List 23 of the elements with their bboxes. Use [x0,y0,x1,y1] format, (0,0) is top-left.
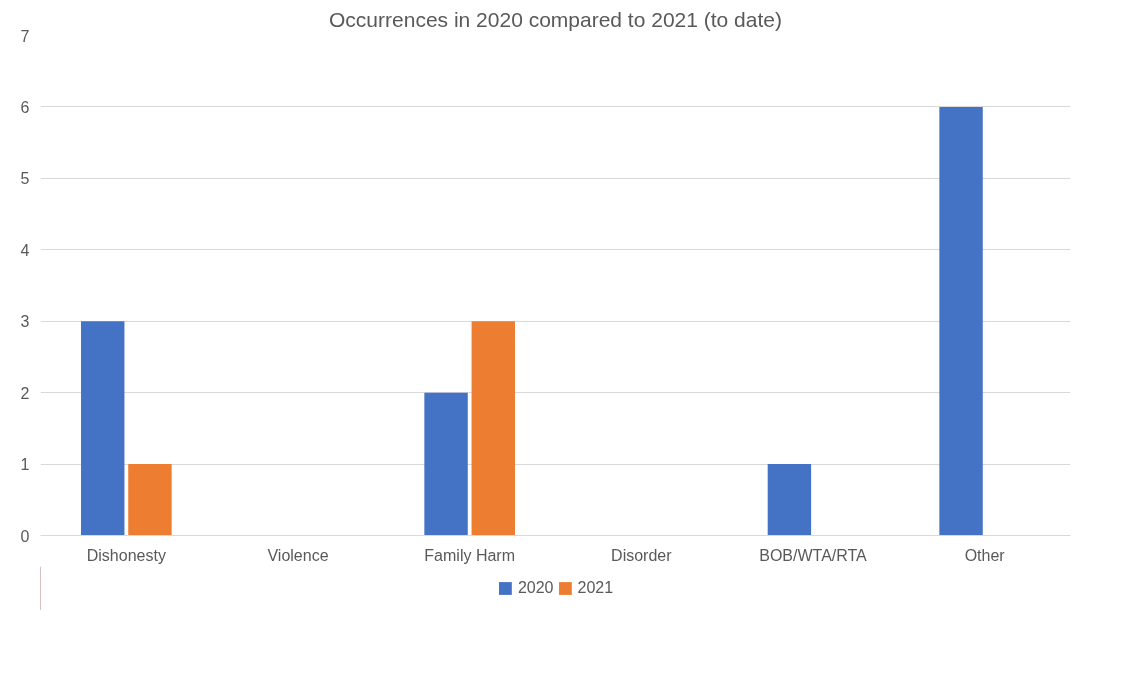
bar [424,392,468,536]
x-tick-label: Disorder [611,546,673,564]
y-tick-label: 0 [20,527,30,545]
x-tick-label: Dishonesty [86,546,166,564]
bar [471,321,515,536]
x-tick-label: Violence [267,546,329,564]
y-tick-label: 1 [20,456,30,474]
y-tick-label: 6 [20,98,30,116]
y-tick-label: 7 [20,27,30,45]
chart-title: Occurrences in 2020 compared to 2021 (to date) [329,7,782,31]
y-tick-label: 3 [20,313,30,331]
bar [939,106,983,536]
y-tick-label: 2 [20,384,30,402]
bar [128,464,172,536]
legend-label: 2020 [517,579,554,597]
x-tick-label: BOB/WTA/RTA [759,546,868,564]
y-tick-label: 5 [20,170,30,188]
bar [767,464,812,536]
y-tick-label: 4 [20,241,30,259]
x-tick-label: Other [964,546,1006,564]
bar [81,321,125,536]
x-tick-label: Family Harm [424,546,516,564]
legend-label: 2021 [577,579,614,597]
